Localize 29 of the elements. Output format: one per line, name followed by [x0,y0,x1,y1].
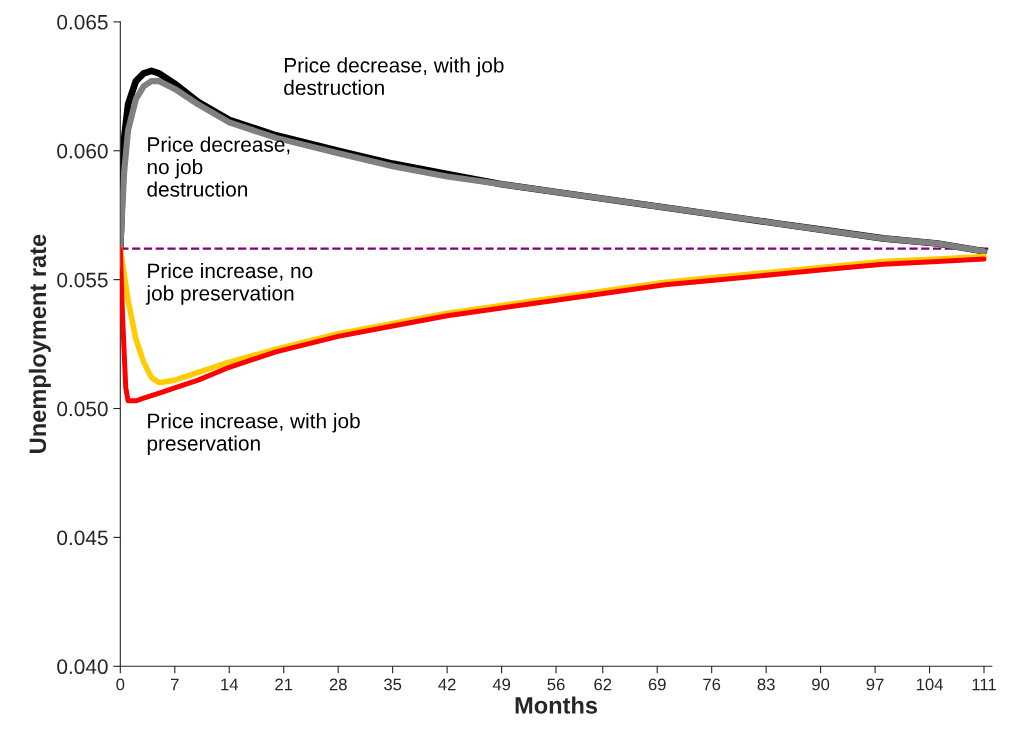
x-tick-label: 14 [221,678,239,691]
series-label: Price increase, no job preservation [145,262,313,305]
x-tick-label: 97 [866,678,884,691]
x-tick-label: 49 [492,678,511,691]
y-tick-label: 0.060 [57,143,108,159]
series-label: Price decrease, with job destruction [284,57,504,96]
x-axis-title: Months [515,696,598,714]
y-tick-label: 0.055 [57,272,108,288]
y-tick-label: 0.050 [57,401,108,417]
x-tick-label: 76 [703,678,721,691]
x-tick-label: 69 [648,678,666,691]
x-tick-label: 35 [384,678,402,691]
x-tick-label: 90 [812,678,830,691]
series-label: Price decrease, no job destruction [147,136,290,197]
x-tick-label: 62 [594,678,612,691]
y-tick-label: 0.065 [57,14,108,30]
x-tick-label: 0 [116,678,125,691]
x-tick-label: 28 [329,678,347,691]
x-tick-label: 42 [438,678,456,691]
x-tick-label: 104 [916,678,943,691]
series-label: Price increase, with job preservation [147,413,360,455]
y-axis-title: Unemployment rate [28,234,51,453]
x-tick-label: 56 [547,678,565,691]
x-tick-label: 83 [757,678,775,691]
y-tick-label: 0.040 [57,659,108,675]
x-tick-label: 21 [275,678,293,691]
x-tick-label: 7 [171,678,179,691]
y-tick-label: 0.045 [57,530,108,546]
x-tick-label: 111 [972,678,996,691]
